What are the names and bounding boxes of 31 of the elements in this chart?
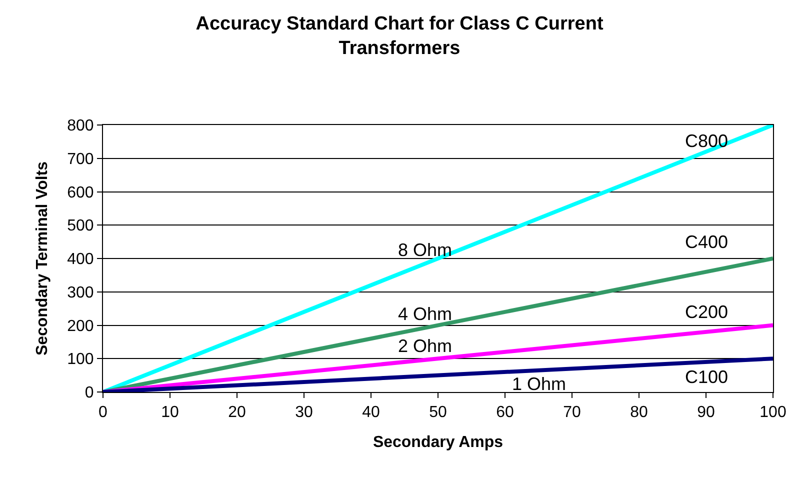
y-tick-label: 400: [67, 251, 94, 268]
x-tick-label: 20: [228, 404, 246, 422]
x-tick-label: 70: [563, 404, 581, 422]
series-label: 4 Ohm: [398, 304, 452, 324]
x-tick-label: 30: [295, 404, 313, 422]
x-tick-label: 10: [161, 404, 179, 422]
x-tick-label: 0: [98, 404, 108, 422]
annotation: C800: [685, 131, 728, 151]
y-tick-label: 0: [84, 384, 94, 402]
y-tick-label: 100: [67, 351, 94, 368]
y-tick-label: 700: [67, 150, 94, 168]
x-tick-label: 60: [496, 404, 514, 422]
x-tick-label: 80: [630, 404, 648, 422]
annotation: C200: [685, 302, 728, 322]
chart-title: Accuracy Standard Chart for Class C Current Transformers: [196, 14, 604, 60]
y-tick-label: 200: [67, 318, 94, 335]
x-tick-label: 50: [429, 404, 447, 422]
x-tick-label: 100: [760, 404, 786, 422]
series-label: 8 Ohm: [398, 240, 452, 260]
y-tick-label: 300: [67, 284, 94, 302]
y-tick-label: 500: [67, 218, 94, 235]
x-axis-title: Secondary Amps: [372, 434, 504, 451]
y-axis-title: Secondary Terminal Volts: [34, 161, 51, 356]
series-label: 1 Ohm: [512, 374, 566, 394]
annotation: C400: [685, 232, 728, 252]
y-tick-label: 800: [67, 118, 94, 135]
series-label: 2 Ohm: [398, 336, 452, 356]
x-tick-label: 40: [362, 404, 380, 422]
x-tick-label: 90: [697, 404, 715, 422]
annotation: C100: [685, 367, 728, 387]
y-tick-label: 600: [67, 184, 94, 202]
